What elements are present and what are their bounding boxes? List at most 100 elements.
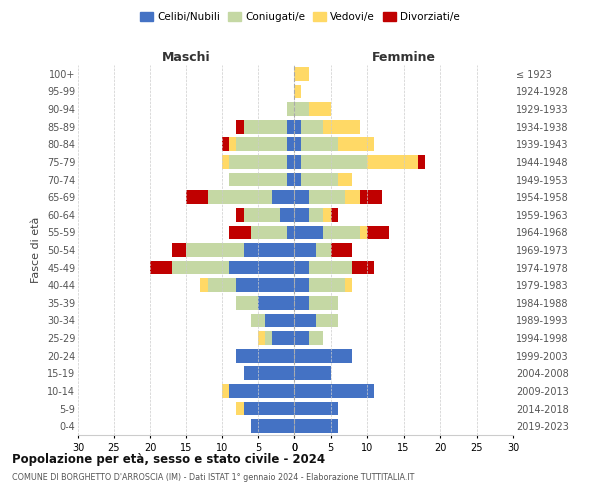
Bar bbox=[418, 155, 425, 169]
Bar bbox=[222, 155, 229, 169]
Bar bbox=[272, 331, 294, 345]
Bar bbox=[367, 155, 418, 169]
Bar bbox=[244, 243, 294, 257]
Bar bbox=[316, 314, 338, 328]
Bar bbox=[360, 190, 382, 204]
Bar bbox=[229, 155, 287, 169]
Bar bbox=[287, 226, 294, 239]
Bar bbox=[258, 331, 265, 345]
Bar bbox=[244, 366, 294, 380]
Y-axis label: Fasce di età: Fasce di età bbox=[31, 217, 41, 283]
Bar bbox=[294, 84, 301, 98]
Bar bbox=[186, 243, 244, 257]
Bar bbox=[352, 260, 374, 274]
Bar bbox=[308, 190, 345, 204]
Bar bbox=[294, 402, 338, 415]
Bar bbox=[265, 314, 294, 328]
Bar bbox=[272, 190, 294, 204]
Bar bbox=[345, 190, 360, 204]
Bar bbox=[331, 208, 338, 222]
Bar bbox=[308, 296, 338, 310]
Bar bbox=[308, 331, 323, 345]
Bar bbox=[258, 296, 294, 310]
Bar bbox=[251, 420, 294, 433]
Bar bbox=[294, 226, 323, 239]
Bar bbox=[229, 172, 287, 186]
Bar bbox=[323, 226, 360, 239]
Bar bbox=[301, 172, 338, 186]
Bar bbox=[294, 172, 301, 186]
Bar bbox=[287, 120, 294, 134]
Bar bbox=[294, 420, 338, 433]
Bar bbox=[236, 120, 244, 134]
Bar bbox=[244, 208, 280, 222]
Bar bbox=[251, 226, 287, 239]
Bar bbox=[294, 260, 308, 274]
Bar bbox=[172, 260, 229, 274]
Bar bbox=[294, 67, 308, 80]
Bar bbox=[251, 314, 265, 328]
Bar bbox=[244, 120, 287, 134]
Bar bbox=[323, 208, 331, 222]
Bar bbox=[301, 155, 367, 169]
Bar bbox=[294, 102, 308, 116]
Bar bbox=[338, 172, 352, 186]
Bar bbox=[294, 366, 331, 380]
Bar bbox=[236, 296, 258, 310]
Bar bbox=[236, 402, 244, 415]
Bar bbox=[265, 331, 272, 345]
Bar bbox=[229, 260, 294, 274]
Bar bbox=[236, 278, 294, 292]
Bar bbox=[294, 155, 301, 169]
Bar bbox=[360, 226, 367, 239]
Text: Popolazione per età, sesso e stato civile - 2024: Popolazione per età, sesso e stato civil… bbox=[12, 452, 325, 466]
Bar bbox=[367, 226, 389, 239]
Bar bbox=[294, 243, 316, 257]
Bar bbox=[229, 138, 236, 151]
Bar bbox=[316, 243, 331, 257]
Bar bbox=[294, 278, 308, 292]
Bar bbox=[222, 384, 229, 398]
Bar bbox=[294, 190, 308, 204]
Bar bbox=[208, 278, 236, 292]
Bar bbox=[308, 102, 331, 116]
Bar bbox=[236, 138, 287, 151]
Bar bbox=[301, 138, 338, 151]
Bar bbox=[301, 120, 323, 134]
Bar bbox=[208, 190, 272, 204]
Bar bbox=[222, 138, 229, 151]
Bar bbox=[345, 278, 352, 292]
Bar bbox=[338, 138, 374, 151]
Bar bbox=[294, 296, 308, 310]
Bar bbox=[186, 190, 208, 204]
Bar bbox=[294, 120, 301, 134]
Bar bbox=[294, 384, 374, 398]
Bar bbox=[280, 208, 294, 222]
Text: COMUNE DI BORGHETTO D'ARROSCIA (IM) - Dati ISTAT 1° gennaio 2024 - Elaborazione : COMUNE DI BORGHETTO D'ARROSCIA (IM) - Da… bbox=[12, 472, 415, 482]
Legend: Celibi/Nubili, Coniugati/e, Vedovi/e, Divorziati/e: Celibi/Nubili, Coniugati/e, Vedovi/e, Di… bbox=[136, 8, 464, 26]
Bar bbox=[308, 208, 323, 222]
Bar bbox=[308, 260, 352, 274]
Bar bbox=[200, 278, 208, 292]
Title: Maschi: Maschi bbox=[161, 51, 211, 64]
Bar bbox=[294, 331, 308, 345]
Bar bbox=[287, 172, 294, 186]
Bar bbox=[229, 226, 251, 239]
Bar bbox=[287, 138, 294, 151]
Bar bbox=[244, 402, 294, 415]
Bar bbox=[236, 208, 244, 222]
Bar bbox=[229, 384, 294, 398]
Bar bbox=[323, 120, 360, 134]
Bar bbox=[294, 208, 308, 222]
Bar bbox=[294, 349, 352, 362]
Bar bbox=[236, 349, 294, 362]
Bar bbox=[294, 314, 316, 328]
Title: Femmine: Femmine bbox=[371, 51, 436, 64]
Bar bbox=[294, 138, 301, 151]
Bar bbox=[287, 155, 294, 169]
Bar bbox=[287, 102, 294, 116]
Bar bbox=[172, 243, 186, 257]
Bar bbox=[150, 260, 172, 274]
Bar bbox=[331, 243, 352, 257]
Bar bbox=[308, 278, 345, 292]
